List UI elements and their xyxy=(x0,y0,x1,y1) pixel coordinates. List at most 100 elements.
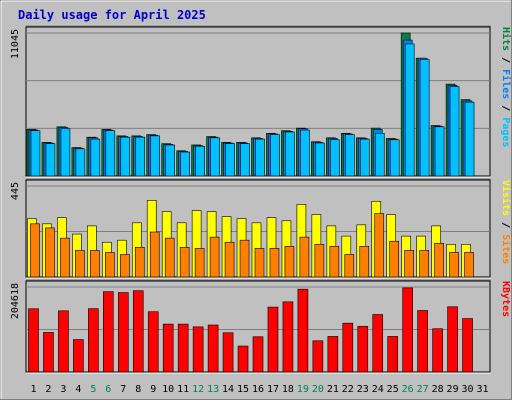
x-tick-label: 11 xyxy=(177,384,189,395)
bar-sites-day-8 xyxy=(134,247,145,278)
panel-kbytes: 204618 KBytes xyxy=(10,279,511,374)
bar-pages-day-16 xyxy=(255,138,265,177)
bar-pages-day-2 xyxy=(45,143,56,177)
bar-kbytes-day-24 xyxy=(372,314,384,373)
x-tick-label: 25 xyxy=(387,384,399,395)
bar-sites-day-4 xyxy=(75,250,85,278)
bar-kbytes-day-3 xyxy=(58,310,69,373)
bar-pages-day-19 xyxy=(300,129,310,177)
x-tick-label: 9 xyxy=(150,384,156,395)
bar-pages-day-28 xyxy=(434,126,445,177)
bar-kbytes-day-10 xyxy=(162,323,174,373)
bar-pages-day-9 xyxy=(150,135,161,177)
x-tick-label: 27 xyxy=(417,384,429,395)
bar-pages-day-13 xyxy=(210,137,220,177)
chart-title: Daily usage for April 2025 xyxy=(18,8,206,22)
x-tick-label: 15 xyxy=(237,384,249,395)
x-tick-label: 20 xyxy=(312,384,324,395)
bar-pages-day-18 xyxy=(285,131,295,177)
x-tick-label: 24 xyxy=(372,384,384,395)
bar-pages-day-12 xyxy=(195,145,205,177)
bar-sites-day-19 xyxy=(299,236,310,278)
bar-pages-day-20 xyxy=(315,142,325,177)
x-axis: 1 2 3 4 5 6 7 8 9 10 11 12 13 14 15 16 17 18 19 20 21 22 23 24 2… xyxy=(30,384,488,395)
bar-pages-day-29 xyxy=(449,86,460,177)
bar-kbytes-day-23 xyxy=(357,325,369,373)
bar-sites-day-11 xyxy=(179,247,190,278)
bar-pages-day-3 xyxy=(60,128,71,177)
bar-sites-day-14 xyxy=(224,241,235,278)
bar-kbytes-day-7 xyxy=(117,292,129,373)
bar-kbytes-day-21 xyxy=(327,336,339,373)
x-tick-label: 12 xyxy=(192,384,204,395)
bar-pages-day-8 xyxy=(135,136,146,177)
bar-kbytes-day-19 xyxy=(297,288,309,373)
x-tick-label: 17 xyxy=(267,384,279,395)
panel-hits-right-label: Hits / Files / Pages xyxy=(500,27,512,147)
bar-kbytes-day-25 xyxy=(387,336,399,373)
bar-sites-day-12 xyxy=(194,248,205,278)
panel-visits-max-label: 445 xyxy=(10,182,21,200)
x-tick-label: 3 xyxy=(60,384,66,395)
bar-kbytes-day-18 xyxy=(282,301,294,373)
bar-sites-day-20 xyxy=(314,243,325,278)
bar-kbytes-day-13 xyxy=(207,324,219,373)
bar-kbytes-day-20 xyxy=(312,340,324,373)
bar-pages-day-25 xyxy=(389,139,400,177)
bar-pages-day-30 xyxy=(464,101,475,177)
bar-kbytes-day-6 xyxy=(103,291,114,373)
bar-kbytes-day-29 xyxy=(447,306,458,373)
bar-sites-day-16 xyxy=(254,248,265,278)
bar-kbytes-day-30 xyxy=(462,318,473,373)
x-tick-label: 6 xyxy=(105,384,111,395)
x-tick-label: 23 xyxy=(357,384,369,395)
bar-sites-day-30 xyxy=(464,252,474,278)
bar-sites-day-1 xyxy=(30,223,40,278)
legend-kbytes: KBytes xyxy=(500,281,511,317)
x-tick-label: 26 xyxy=(402,384,414,395)
bar-pages-day-26 xyxy=(404,43,415,177)
x-tick-label: 2 xyxy=(45,384,51,395)
bar-sites-day-26 xyxy=(404,250,414,278)
bar-kbytes-day-2 xyxy=(43,332,54,373)
bar-sites-day-22 xyxy=(344,254,355,278)
x-tick-label: 14 xyxy=(222,384,234,395)
x-tick-label: 13 xyxy=(207,384,219,395)
bar-pages-day-17 xyxy=(270,134,280,177)
bar-sites-day-13 xyxy=(209,236,220,278)
bar-sites-day-10 xyxy=(164,237,175,278)
bar-kbytes-day-4 xyxy=(73,339,84,373)
bar-pages-day-21 xyxy=(330,139,340,177)
bar-pages-day-14 xyxy=(225,143,235,177)
bar-sites-day-3 xyxy=(60,237,70,278)
bar-sites-day-24 xyxy=(374,213,385,278)
bar-sites-day-7 xyxy=(119,254,130,278)
panels: 11045 Hits / Files / Pages 445 Visits / Sit… xyxy=(10,25,512,374)
legend-pages: Pages xyxy=(500,117,511,147)
bar-sites-day-29 xyxy=(449,252,459,278)
bar-pages-day-11 xyxy=(180,151,190,177)
bar-pages-day-4 xyxy=(75,148,86,177)
bar-sites-day-21 xyxy=(329,246,340,278)
x-tick-label: 10 xyxy=(162,384,174,395)
bar-pages-day-27 xyxy=(419,59,430,177)
bar-kbytes-day-28 xyxy=(432,328,443,373)
x-tick-label: 19 xyxy=(297,384,309,395)
x-tick-label: 16 xyxy=(252,384,264,395)
bar-kbytes-day-12 xyxy=(192,326,204,373)
bar-sites-day-15 xyxy=(239,239,250,278)
x-tick-label: 29 xyxy=(447,384,459,395)
label-separator: / xyxy=(500,216,511,234)
legend-files: Files xyxy=(500,69,512,99)
bar-pages-day-1 xyxy=(30,130,41,177)
bar-kbytes-day-27 xyxy=(417,310,428,373)
panel-hits-max-label: 11045 xyxy=(10,29,21,59)
bar-pages-day-7 xyxy=(120,136,131,177)
panel-visits-right-label: Visits / Sites xyxy=(500,180,512,264)
x-tick-label: 7 xyxy=(120,384,126,395)
panel-kbytes-right-label: KBytes xyxy=(500,281,511,317)
bar-sites-day-6 xyxy=(105,252,115,278)
bar-kbytes-day-1 xyxy=(28,308,39,373)
